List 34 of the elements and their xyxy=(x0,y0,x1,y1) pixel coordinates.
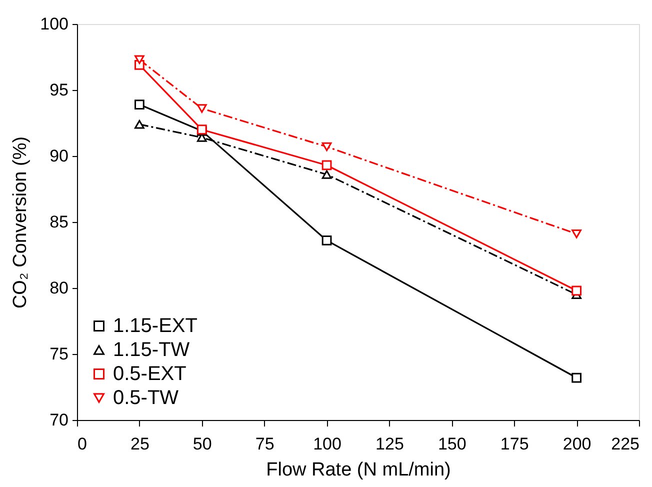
x-tick-label: 200 xyxy=(562,434,592,454)
point xyxy=(196,104,207,113)
point xyxy=(572,286,582,296)
point xyxy=(134,55,144,64)
point xyxy=(134,120,144,129)
point xyxy=(572,230,582,238)
y-tick-label: 75 xyxy=(50,344,68,364)
point xyxy=(322,236,332,246)
x-tick-label: 150 xyxy=(438,434,466,454)
x-tick-label: 25 xyxy=(130,434,150,454)
x-tick-label: 175 xyxy=(500,434,529,454)
y-tick-label: 100 xyxy=(40,14,68,34)
legend-label: 1.15-EXT xyxy=(113,315,198,337)
x-tick-label: 0 xyxy=(78,434,87,454)
legend-label: 1.15-TW xyxy=(113,339,190,361)
y-tick-label: 90 xyxy=(50,146,68,166)
point xyxy=(572,372,582,383)
x-tick-label: 125 xyxy=(376,434,404,454)
point xyxy=(322,170,332,179)
x-axis-title: Flow Rate (N mL/min) xyxy=(266,460,451,480)
point xyxy=(134,100,144,110)
y-axis-title: CO₂ Conversion (%) xyxy=(10,136,32,309)
y-tick-label: 95 xyxy=(50,80,68,100)
legend-label: 0.5-EXT xyxy=(113,363,186,385)
point xyxy=(322,142,332,152)
x-tick-label: 225 xyxy=(611,434,640,454)
x-tick-label: 50 xyxy=(192,434,212,454)
y-tick-label: 80 xyxy=(50,278,68,298)
point xyxy=(322,160,332,170)
legend-label: 0.5-TW xyxy=(113,387,179,409)
x-tick-label: 100 xyxy=(313,434,342,454)
x-tick-label: 75 xyxy=(255,434,274,454)
y-tick-label: 85 xyxy=(50,212,68,232)
y-tick-label: 70 xyxy=(50,410,68,430)
